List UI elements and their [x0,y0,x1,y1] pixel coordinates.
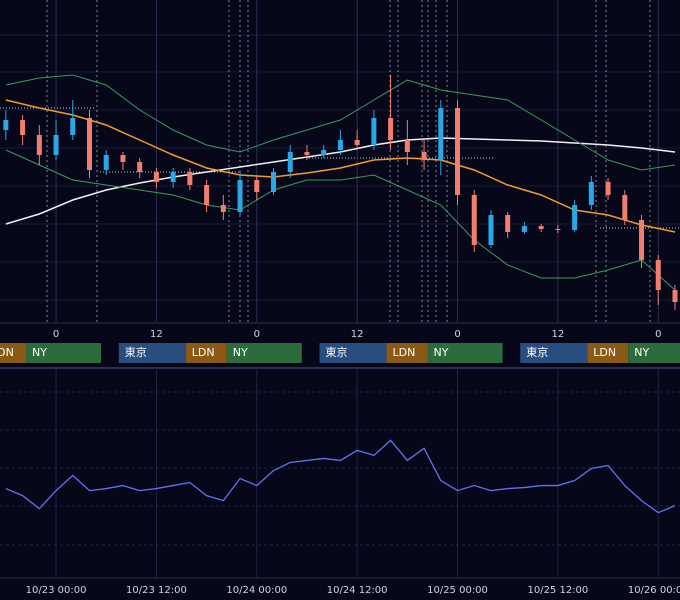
candle-body [672,290,678,302]
session-dividers [46,0,651,322]
candle-body [438,108,444,160]
x-tick-label: 10/25 00:00 [427,585,488,596]
x-tick-label: 0 [254,329,260,340]
x-tick-label: 0 [454,329,460,340]
candle-body [103,155,109,170]
candle-body [86,118,92,170]
x-tick-label: 10/23 12:00 [126,585,187,596]
candle-body [371,118,377,145]
session-label: 東京 [125,345,147,359]
session-bar [26,343,102,363]
session-label: 東京 [526,345,548,359]
candle-body [388,118,394,140]
candle-body [254,180,260,192]
candle-body [421,152,427,160]
session-bar [118,343,186,363]
candle-body [287,152,293,172]
candle-body [53,135,59,155]
x-tick-label: 0 [53,329,59,340]
candle-body [655,260,661,290]
oscillator-line [5,439,676,514]
x-tick-label: 10/25 12:00 [527,585,588,596]
candle-body [204,185,210,205]
session-label: LDN [192,346,215,359]
session-bar [0,343,27,363]
candle-body [137,162,143,172]
indicator-line [5,149,676,291]
session-label: LDN [393,346,416,359]
x-tick-label: 12 [552,329,565,340]
candle-body [354,140,360,145]
candle-body [588,182,594,205]
candle-body [3,120,9,130]
candle-body [220,205,226,212]
candle-body [622,195,628,220]
candle-body [120,155,126,162]
candle-body [36,135,42,155]
candle-body [153,172,159,182]
candle-body [20,120,26,135]
session-label: 東京 [326,345,348,359]
x-tick-label: 10/23 00:00 [26,585,87,596]
candle-body [337,140,343,150]
session-label: NY [233,346,248,359]
session-bar [386,343,428,363]
session-bar [319,343,387,363]
session-label: LDN [593,346,616,359]
session-bar [226,343,302,363]
x-tick-label: 12 [150,329,163,340]
candle-body [271,172,277,192]
x-tick-label: 10/24 12:00 [327,585,388,596]
candle-body [455,108,461,195]
indicator-line [5,74,676,171]
candle-body [572,205,578,230]
candle-body [471,195,477,245]
candle-body [555,229,561,230]
candle-body [505,215,511,232]
session-bar [427,343,503,363]
x-tick-label: 0 [655,329,661,340]
session-label: NY [434,346,449,359]
indicator-line [5,99,676,233]
session-bar [185,343,227,363]
candle-body [304,152,310,155]
session-label: LDN [0,346,14,359]
session-bar [520,343,588,363]
session-bar [587,343,629,363]
candle-body [639,220,645,260]
candle-body [187,172,193,185]
x-tick-label: 12 [351,329,364,340]
session-label: NY [634,346,649,359]
candle-body [521,226,527,232]
candle-body [70,118,76,135]
session-label: NY [32,346,47,359]
candle-body [170,172,176,182]
x-tick-label: 10/24 00:00 [226,585,287,596]
candle-body [404,140,410,152]
candle-body [488,215,494,245]
lower-grid [0,391,680,546]
x-tick-label: 10/26 00:00 [628,585,680,596]
candle-body [605,182,611,195]
session-bar [628,343,680,363]
candle-body [237,180,243,212]
candle-body [321,150,327,155]
candle-body [538,226,544,229]
